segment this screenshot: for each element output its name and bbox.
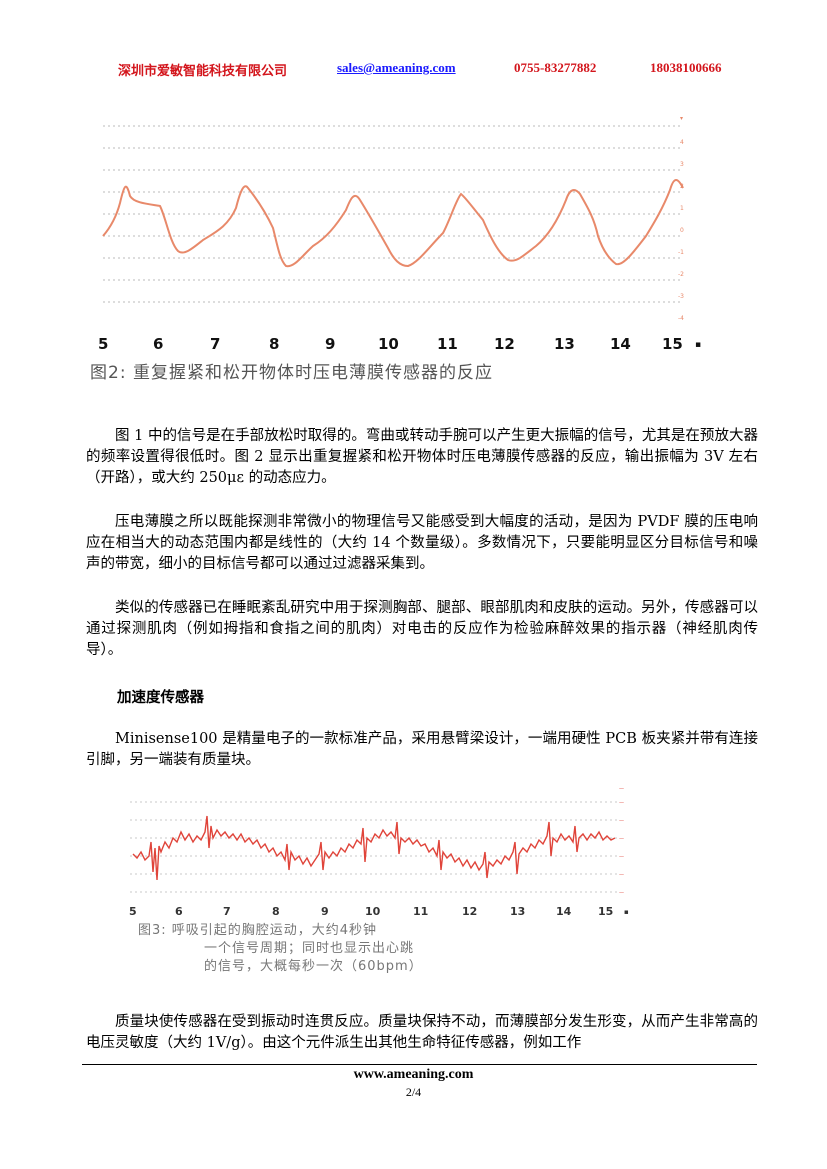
- fig2-xtick: 6: [153, 335, 163, 353]
- svg-text:-1: -1: [678, 249, 684, 256]
- figure-3-plot: — — — — — — — 5 6 7 8 9 10 11 12 13 14 1…: [129, 786, 629, 918]
- svg-text:1: 1: [680, 205, 684, 212]
- page-header: 深圳市爱敏智能科技有限公司 sales@ameaning.com 0755-83…: [0, 60, 827, 80]
- fig2-xtick-suffix: ▪: [695, 340, 701, 350]
- svg-text:-2: -2: [678, 271, 684, 278]
- svg-text:—: —: [619, 854, 624, 860]
- figure-3-caption-line: 图3: 呼吸引起的胸腔运动，大约4秒钟: [138, 923, 378, 938]
- company-name: 深圳市爱敏智能科技有限公司: [118, 63, 288, 78]
- svg-text:2: 2: [680, 183, 684, 190]
- svg-text:—: —: [619, 786, 624, 792]
- mobile-number: 18038100666: [650, 60, 722, 75]
- fig2-xtick: 11: [437, 335, 458, 353]
- fig2-xtick: 7: [210, 335, 220, 353]
- email-link[interactable]: sales@ameaning.com: [337, 60, 456, 75]
- fig3-xtick: 9: [321, 905, 329, 918]
- fig3-xtick: 15: [598, 905, 613, 918]
- paragraph-5: 质量块使传感器在受到振动时连贯反应。质量块保持不动，而薄膜部分发生形变，从而产生…: [86, 1014, 758, 1051]
- paragraph-3: 类似的传感器已在睡眠紊乱研究中用于探测胸部、腿部、眼部肌肉和皮肤的运动。另外，传…: [86, 600, 758, 658]
- fig3-xtick: 10: [365, 905, 381, 918]
- fig3-xtick: 5: [129, 905, 137, 918]
- svg-text:—: —: [619, 890, 624, 896]
- footer-divider: [82, 1064, 757, 1065]
- fig3-xtick-suffix: ▪: [624, 908, 629, 916]
- fig3-xtick: 7: [223, 905, 231, 918]
- phone-number: 0755-83277882: [514, 60, 597, 75]
- fig2-xtick: 8: [269, 335, 279, 353]
- svg-text:4: 4: [680, 139, 684, 146]
- figure-3-caption-line: 一个信号周期；同时也显示出心跳: [204, 941, 415, 956]
- figure-3-caption: 图3: 呼吸引起的胸腔运动，大约4秒钟 一个信号周期；同时也显示出心跳 的信号，…: [138, 922, 423, 976]
- figure-2-caption: 图2: 重复握紧和松开物体时压电薄膜传感器的反应: [90, 363, 493, 383]
- svg-text:0: 0: [680, 227, 684, 234]
- paragraph-4: Minisense100 是精量电子的一款标准产品，采用悬臂梁设计，一端用硬性 …: [86, 731, 758, 768]
- svg-text:—: —: [619, 800, 624, 806]
- svg-text:—: —: [619, 836, 624, 842]
- fig2-xtick: 9: [325, 335, 335, 353]
- fig2-xtick: 15: [662, 335, 683, 353]
- fig2-xtick: 10: [378, 335, 399, 353]
- fig3-xtick: 14: [556, 905, 572, 918]
- figure-3-signal-line: [132, 815, 616, 881]
- fig2-xtick: 13: [554, 335, 575, 353]
- figure-2-signal-line: [102, 179, 684, 268]
- svg-text:3: 3: [680, 161, 684, 168]
- paragraph-1: 图 1 中的信号是在手部放松时取得的。弯曲或转动手腕可以产生更大振幅的信号，尤其…: [86, 428, 758, 486]
- fig3-xtick: 13: [510, 905, 525, 918]
- fig2-xtick: 12: [494, 335, 515, 353]
- footer-site: www.ameaning.com: [353, 1067, 474, 1082]
- figure-3-caption-line: 的信号，大概每秒一次（60bpm）: [204, 959, 423, 974]
- fig2-xtick: 14: [610, 335, 631, 353]
- fig3-xtick: 8: [272, 905, 280, 918]
- svg-text:—: —: [619, 872, 624, 878]
- page-number: 2/4: [405, 1085, 422, 1099]
- fig3-xtick: 12: [462, 905, 477, 918]
- fig3-xtick: 6: [175, 905, 183, 918]
- svg-text:—: —: [619, 818, 624, 824]
- svg-text:-3: -3: [678, 293, 684, 300]
- section-title: 加速度传感器: [117, 690, 204, 706]
- figure-3: — — — — — — — 5 6 7 8 9 10 11 12 13 14 1…: [125, 782, 645, 922]
- paragraph-2: 压电薄膜之所以既能探测非常微小的物理信号又能感受到大幅度的活动，是因为 PVDF…: [86, 514, 758, 572]
- fig2-xtick: 5: [98, 335, 108, 353]
- figure-2-plot: ▾ 4 3 2 1 0 -1 -2 -3 -4 5 6 7 8 9 10 11 …: [98, 115, 701, 353]
- figure-2: ▾ 4 3 2 1 0 -1 -2 -3 -4 5 6 7 8 9 10 11 …: [98, 108, 708, 354]
- svg-text:-4: -4: [678, 315, 684, 322]
- fig3-xtick: 11: [413, 905, 428, 918]
- svg-text:▾: ▾: [680, 115, 683, 122]
